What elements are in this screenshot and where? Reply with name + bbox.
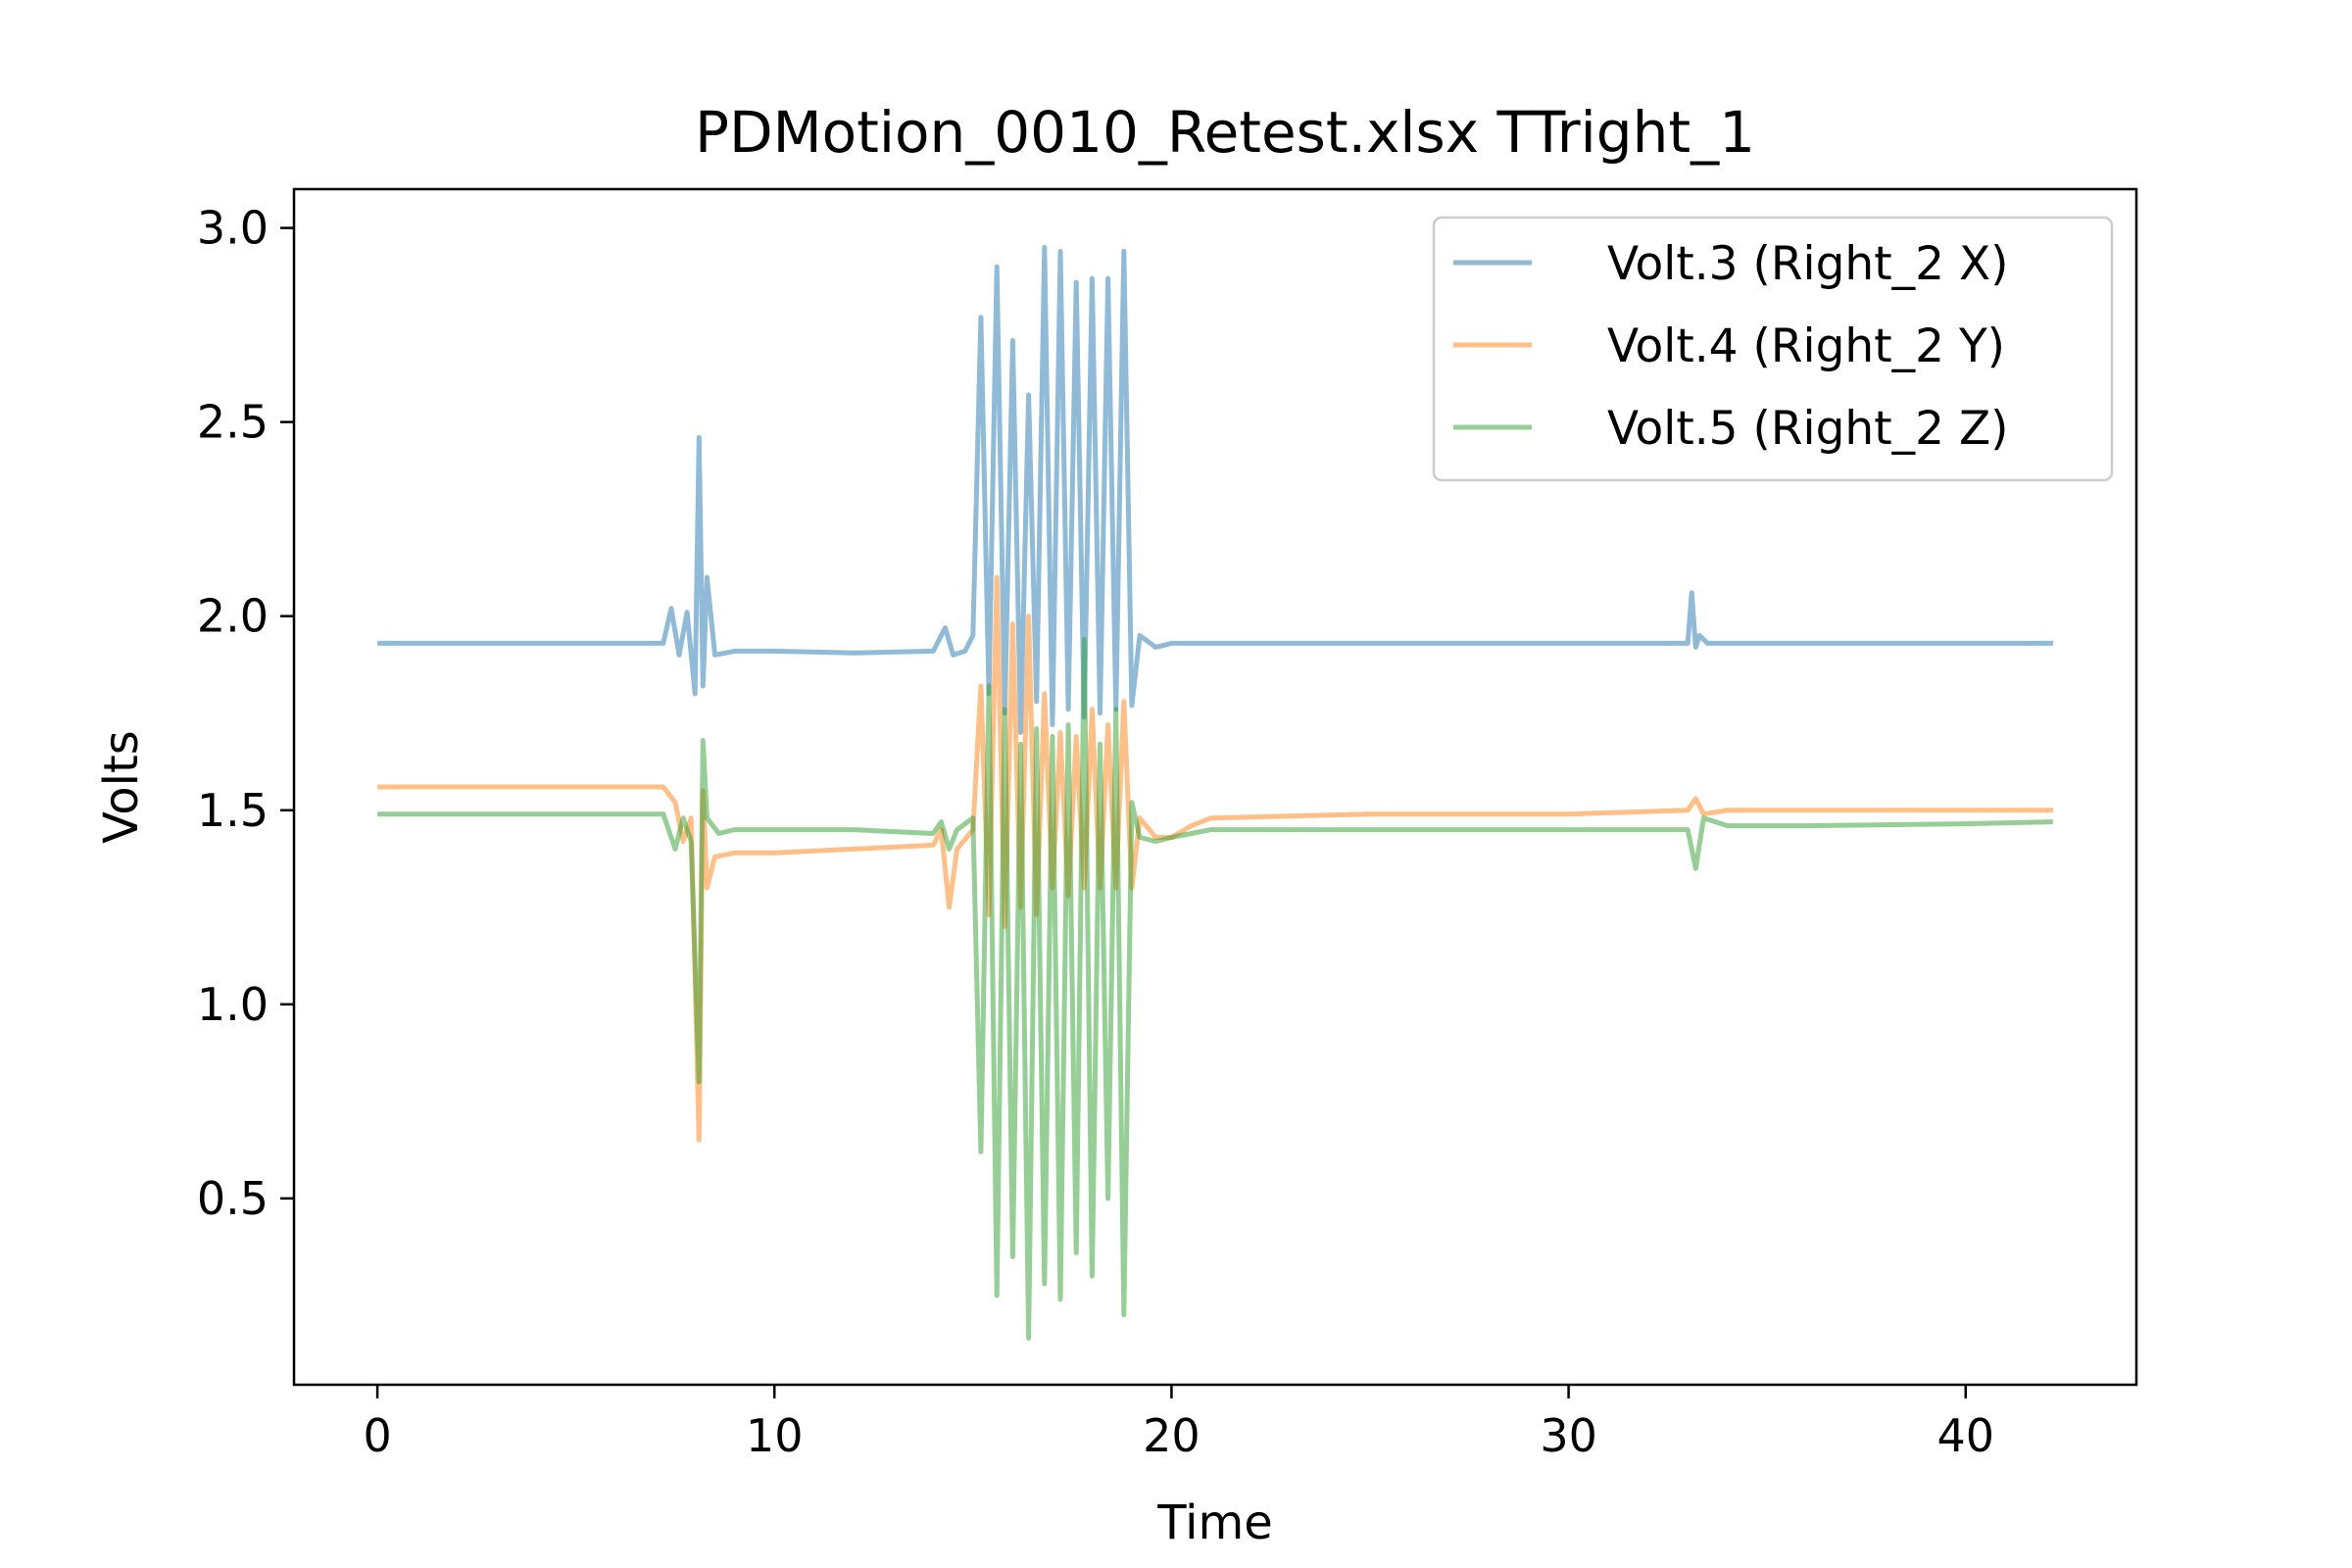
legend-label-4: Volt.4 (Right_2 Y): [1607, 319, 2005, 373]
legend-label-5: Volt.5 (Right_2 Z): [1607, 402, 2009, 456]
legend: Volt.3 (Right_2 X) Volt.4 (Right_2 Y) Volt…: [1432, 216, 2114, 482]
axis-ticks: 0 10 20 30 40 0.5 1.0 1.5 2.0 2.5 3.0: [197, 202, 1994, 1462]
legend-label-3: Volt.3 (Right_2 X): [1607, 237, 2009, 291]
x-tick-label: 0: [363, 1409, 391, 1462]
y-tick-label: 1.5: [197, 784, 269, 837]
x-tick-label: 40: [1937, 1409, 1995, 1462]
x-tick-label: 20: [1143, 1409, 1200, 1462]
y-tick-label: 0.5: [197, 1172, 269, 1225]
y-tick-label: 3.0: [197, 202, 269, 255]
series-line-4: [377, 574, 2053, 1143]
plot-lines: [377, 244, 2053, 1341]
y-axis-label: Volts: [94, 730, 149, 844]
legend-box: [1432, 216, 2114, 482]
y-tick-label: 1.0: [197, 978, 269, 1031]
series-line-3: [377, 244, 2053, 735]
plot-frame: [292, 187, 2138, 1387]
y-tick-label: 2.5: [197, 396, 269, 449]
y-tick-label: 2.0: [197, 590, 269, 643]
x-axis-label: Time: [1156, 1495, 1272, 1550]
series-line-5: [377, 637, 2053, 1341]
x-tick-label: 30: [1540, 1409, 1597, 1462]
x-tick-label: 10: [746, 1409, 804, 1462]
chart-title: PDMotion_0010_Retest.xlsx TTright_1: [695, 99, 1755, 166]
